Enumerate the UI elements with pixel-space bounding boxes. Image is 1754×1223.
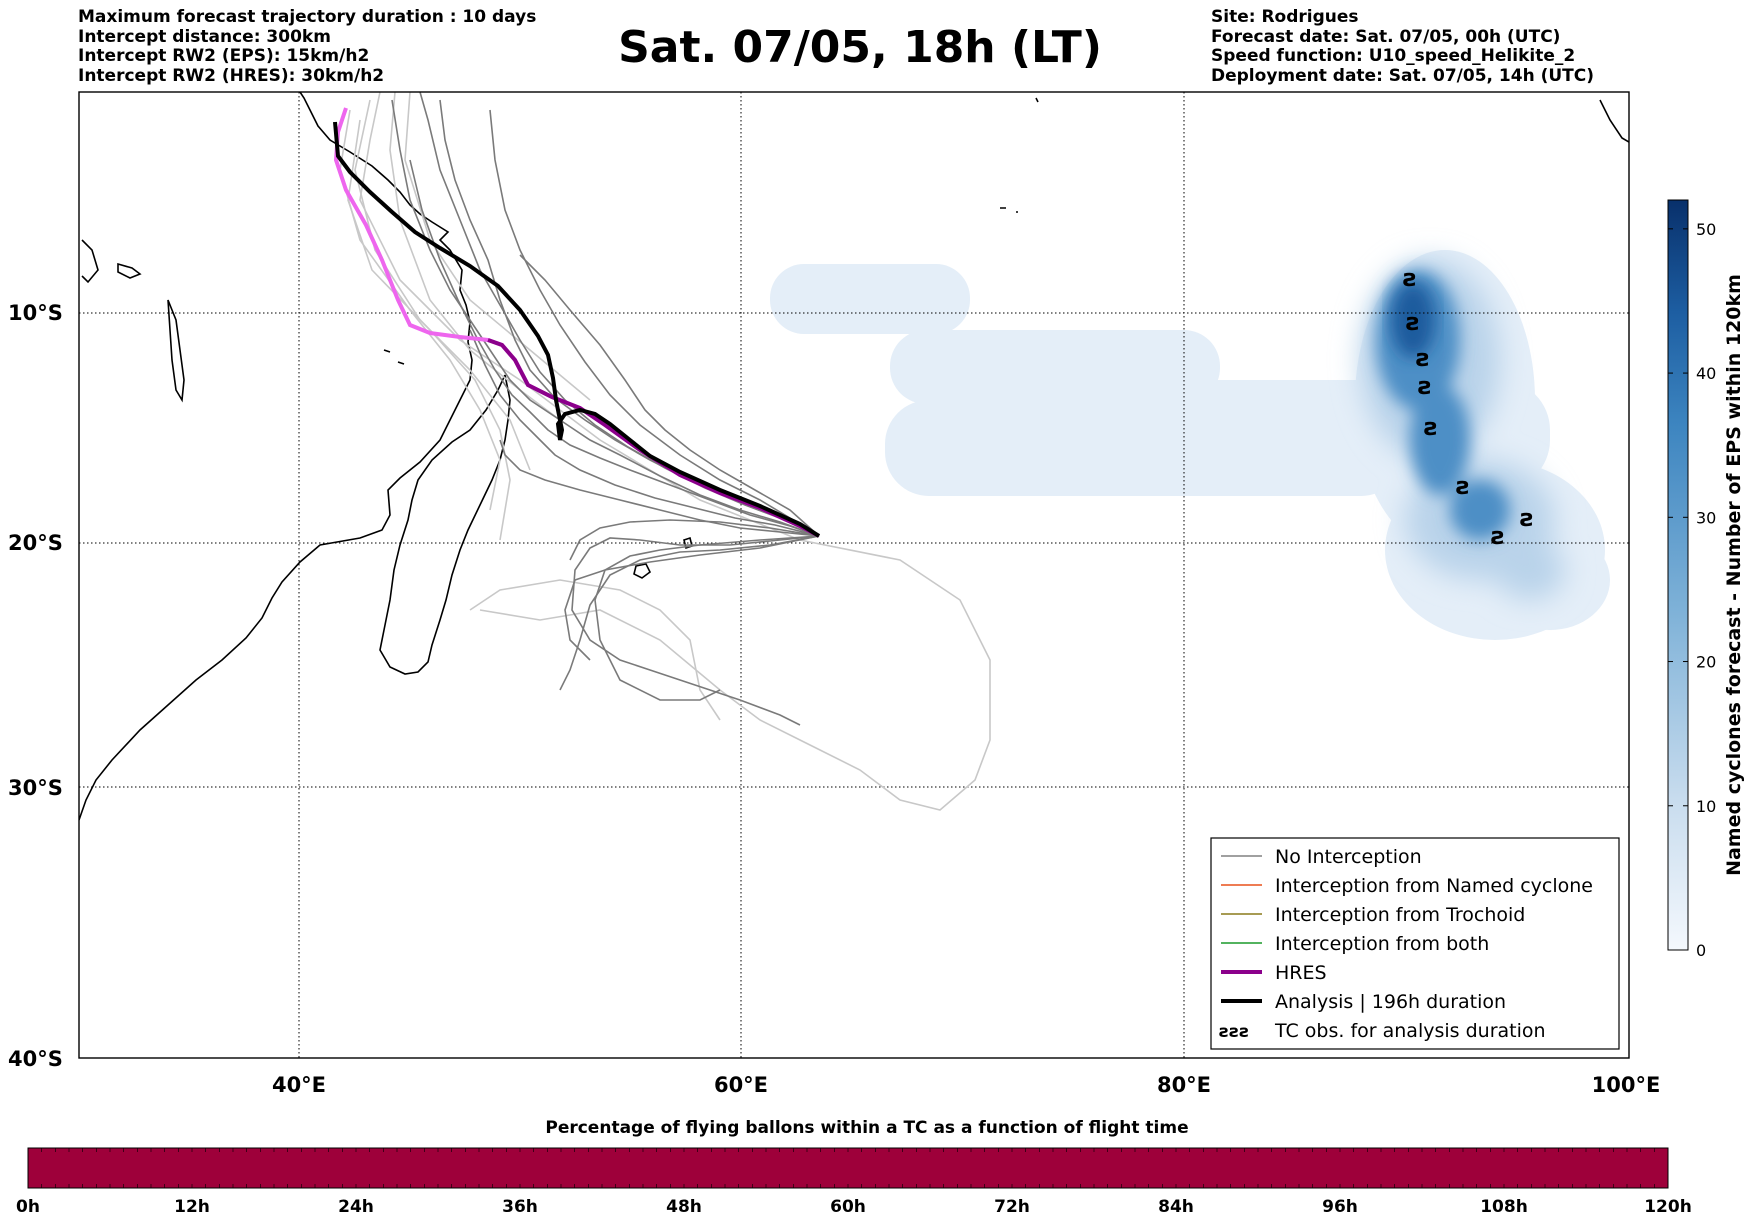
legend-label-6: TC obs. for analysis duration xyxy=(1274,1020,1546,1042)
map-frame xyxy=(78,91,1630,1059)
header-intercept-eps: Intercept RW2 (EPS): 15km/h2 xyxy=(78,46,370,66)
coast-comoros xyxy=(383,349,405,365)
density-colorbar-tick-label: 40 xyxy=(1696,364,1716,383)
tc-obs-icon: ƨ xyxy=(1416,344,1430,372)
tc-obs-icon: ƨ xyxy=(1520,504,1534,532)
legend-label-3: Interception from both xyxy=(1275,933,1489,955)
header-intercept-distance: Intercept distance: 300km xyxy=(78,26,331,47)
flight-time-tick-label: 0h xyxy=(16,1197,40,1217)
density-colorbar-tick-label: 20 xyxy=(1696,653,1716,672)
tc-obs-icon: ƨ xyxy=(1403,264,1417,292)
header-max-duration: Maximum forecast trajectory duration : 1… xyxy=(78,7,537,27)
flight-time-tick-label: 72h xyxy=(994,1197,1030,1217)
flight-time-colorbar: Percentage of flying ballons within a TC… xyxy=(16,1118,1692,1217)
density-colorbar-tick-label: 30 xyxy=(1696,508,1716,527)
lon-label-60e: 60°E xyxy=(714,1073,768,1097)
legend-symbol-tc-obs-icon: ƨƨƨ xyxy=(1219,1022,1249,1042)
density-colorbar-tick-label: 10 xyxy=(1696,797,1716,816)
analysis-trajectory xyxy=(333,121,821,538)
flight-time-tick-label: 120h xyxy=(1644,1197,1692,1217)
header-left: Maximum forecast trajectory duration : 1… xyxy=(78,7,537,86)
density-colorbar: 0 10 20 30 40 50 Named cyclones forecast - Nu… xyxy=(1667,199,1745,960)
flight-time-tick-label: 12h xyxy=(174,1197,210,1217)
lon-label-40e: 40°E xyxy=(272,1073,326,1097)
flight-time-tick-label: 24h xyxy=(338,1197,374,1217)
legend-label-1: Interception from Named cyclone xyxy=(1275,875,1593,897)
coast-sumatra-tip xyxy=(1599,99,1629,143)
coast-lake-malawi xyxy=(167,299,185,403)
flight-time-tick-label: 60h xyxy=(830,1197,866,1217)
coast-seychelles xyxy=(1000,207,1018,213)
map-plot-area: ƨ ƨ ƨ ƨ ƨ ƨ ƨ ƨ No Interception Intercept… xyxy=(79,92,1629,1058)
legend-label-4: HRES xyxy=(1275,962,1327,984)
lat-label-40s: 40°S xyxy=(8,1047,63,1071)
coast-lake-victoria xyxy=(81,239,99,284)
cyclone-density-field xyxy=(770,250,1610,640)
tc-obs-markers: ƨ ƨ ƨ ƨ ƨ ƨ ƨ ƨ xyxy=(1403,264,1534,550)
tc-obs-icon: ƨ xyxy=(1424,413,1438,441)
coastlines xyxy=(79,92,1629,821)
legend-label-5: Analysis | 196h duration xyxy=(1275,991,1506,1013)
density-colorbar-gradient xyxy=(1667,199,1689,951)
flight-time-tick-label: 36h xyxy=(502,1197,538,1217)
flight-time-colorbar-title: Percentage of flying ballons within a TC… xyxy=(545,1118,1188,1138)
header-deployment-date: Deployment date: Sat. 07/05, 14h (UTC) xyxy=(1211,65,1595,86)
density-colorbar-label: Named cyclones forecast - Number of EPS … xyxy=(1723,274,1745,876)
page-title: Sat. 07/05, 18h (LT) xyxy=(618,22,1102,73)
lat-label-30s: 30°S xyxy=(8,776,63,800)
header-right: Site: Rodrigues Forecast date: Sat. 07/0… xyxy=(1211,7,1595,86)
density-core xyxy=(1391,282,1435,358)
flight-time-tick-label: 96h xyxy=(1322,1197,1358,1217)
map-legend: No Interception Interception from Named c… xyxy=(1210,837,1620,1050)
tc-obs-icon: ƨ xyxy=(1406,308,1420,336)
legend-label-0: No Interception xyxy=(1275,846,1422,868)
tc-obs-icon: ƨ xyxy=(1418,372,1432,400)
header-site: Site: Rodrigues xyxy=(1211,7,1359,27)
tc-obs-icon: ƨ xyxy=(1491,522,1505,550)
flight-time-tick-label: 84h xyxy=(1158,1197,1194,1217)
coast-maldives-area xyxy=(1030,92,1039,103)
map-graticule xyxy=(79,92,1629,1058)
flight-time-colorbar-fill xyxy=(27,1147,1669,1189)
map-axis-labels: 10°S 20°S 30°S 40°S 40°E 60°E 80°E 100°E xyxy=(8,301,1660,1097)
coast-reunion xyxy=(633,563,652,579)
coast-lake-tanganyika xyxy=(117,262,142,279)
density-colorbar-tick-label: 0 xyxy=(1696,941,1706,960)
lon-label-100e: 100°E xyxy=(1592,1073,1661,1097)
lat-label-20s: 20°S xyxy=(8,531,63,555)
header-speed-function: Speed function: U10_speed_Helikite_2 xyxy=(1211,46,1576,66)
flight-time-tick-label: 48h xyxy=(666,1197,702,1217)
coast-madagascar xyxy=(379,374,511,675)
coast-africa xyxy=(79,92,473,821)
density-colorbar-tick-label: 50 xyxy=(1696,220,1716,239)
legend-label-2: Interception from Trochoid xyxy=(1275,904,1525,926)
header-intercept-hres: Intercept RW2 (HRES): 30km/h2 xyxy=(78,65,385,86)
legend-box xyxy=(1210,837,1620,1050)
header-forecast-date: Forecast date: Sat. 07/05, 00h (UTC) xyxy=(1211,26,1561,47)
flight-time-tick-label: 108h xyxy=(1480,1197,1528,1217)
tc-obs-icon: ƨ xyxy=(1456,472,1470,500)
lat-label-10s: 10°S xyxy=(8,301,63,325)
lon-label-80e: 80°E xyxy=(1157,1073,1211,1097)
